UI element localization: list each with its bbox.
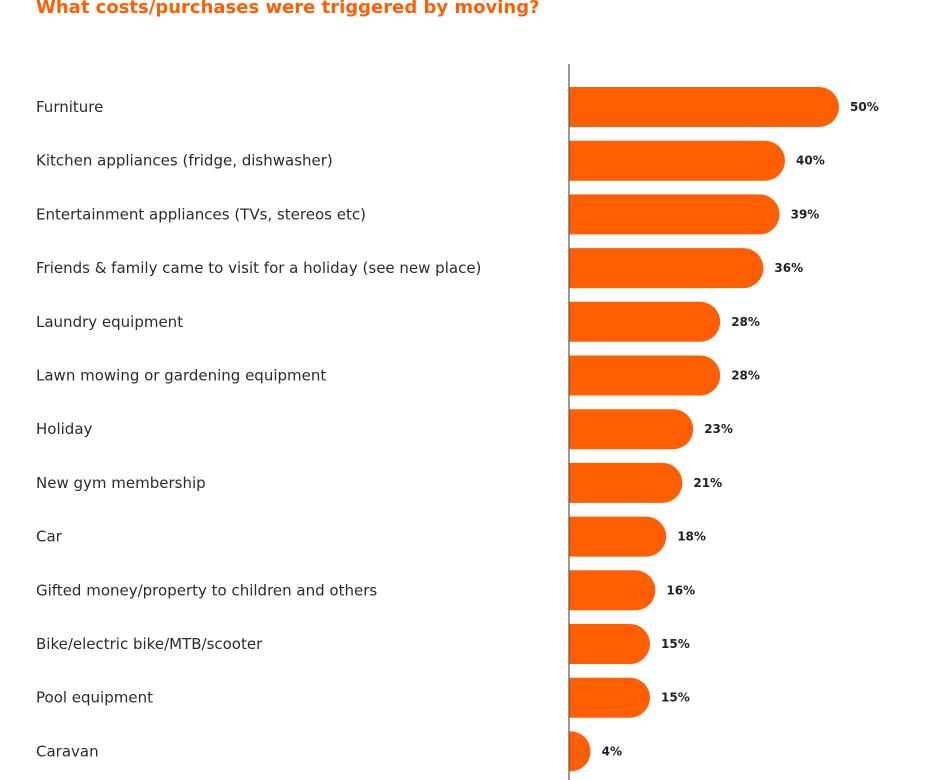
- bar: [569, 624, 650, 664]
- category-label: Entertainment appliances (TVs, stereos e…: [36, 205, 366, 223]
- category-label: Pool equipment: [36, 689, 153, 707]
- bars: [569, 87, 839, 772]
- value-label: 50%: [850, 100, 879, 114]
- value-label: 40%: [796, 154, 825, 168]
- bar: [569, 731, 591, 772]
- bar: [569, 194, 780, 235]
- value-label: 23%: [704, 422, 733, 436]
- category-label: Bike/electric bike/MTB/scooter: [36, 635, 263, 653]
- bar: [569, 87, 839, 127]
- bar: [569, 462, 683, 503]
- value-labels: 50% 40% 39% 36% 28% 28% 23% 21% 18% 16% 15% 15% 4%: [602, 100, 879, 758]
- category-label: Kitchen appliances (fridge, dishwasher): [36, 152, 333, 170]
- category-label: Holiday: [36, 420, 93, 438]
- value-label: 18%: [677, 530, 706, 544]
- bar: [569, 677, 650, 718]
- category-label: Furniture: [36, 98, 103, 116]
- value-label: 39%: [791, 207, 820, 221]
- category-label: Laundry equipment: [36, 313, 183, 331]
- value-label: 21%: [693, 476, 722, 490]
- category-label: New gym membership: [36, 474, 206, 492]
- value-label: 36%: [774, 261, 803, 275]
- value-label: 4%: [602, 744, 622, 758]
- bar: [569, 355, 721, 396]
- category-label: Car: [36, 528, 63, 546]
- bar: [569, 516, 667, 557]
- value-label: 15%: [661, 691, 690, 705]
- value-label: 28%: [731, 315, 760, 329]
- value-label: 28%: [731, 369, 760, 383]
- bar: [569, 570, 656, 611]
- bar: [569, 409, 694, 450]
- category-label: Caravan: [36, 742, 99, 760]
- bar: [569, 140, 785, 181]
- category-labels: Furniture Kitchen appliances (fridge, dis…: [36, 98, 481, 760]
- value-label: 16%: [666, 583, 695, 597]
- category-label: Gifted money/property to children and ot…: [36, 581, 377, 599]
- value-label: 15%: [661, 637, 690, 651]
- bar: [569, 301, 721, 342]
- category-label: Friends & family came to visit for a hol…: [36, 259, 481, 277]
- category-label: Lawn mowing or gardening equipment: [36, 367, 326, 385]
- bar: [569, 248, 764, 289]
- chart-title: What costs/purchases were triggered by m…: [36, 0, 540, 18]
